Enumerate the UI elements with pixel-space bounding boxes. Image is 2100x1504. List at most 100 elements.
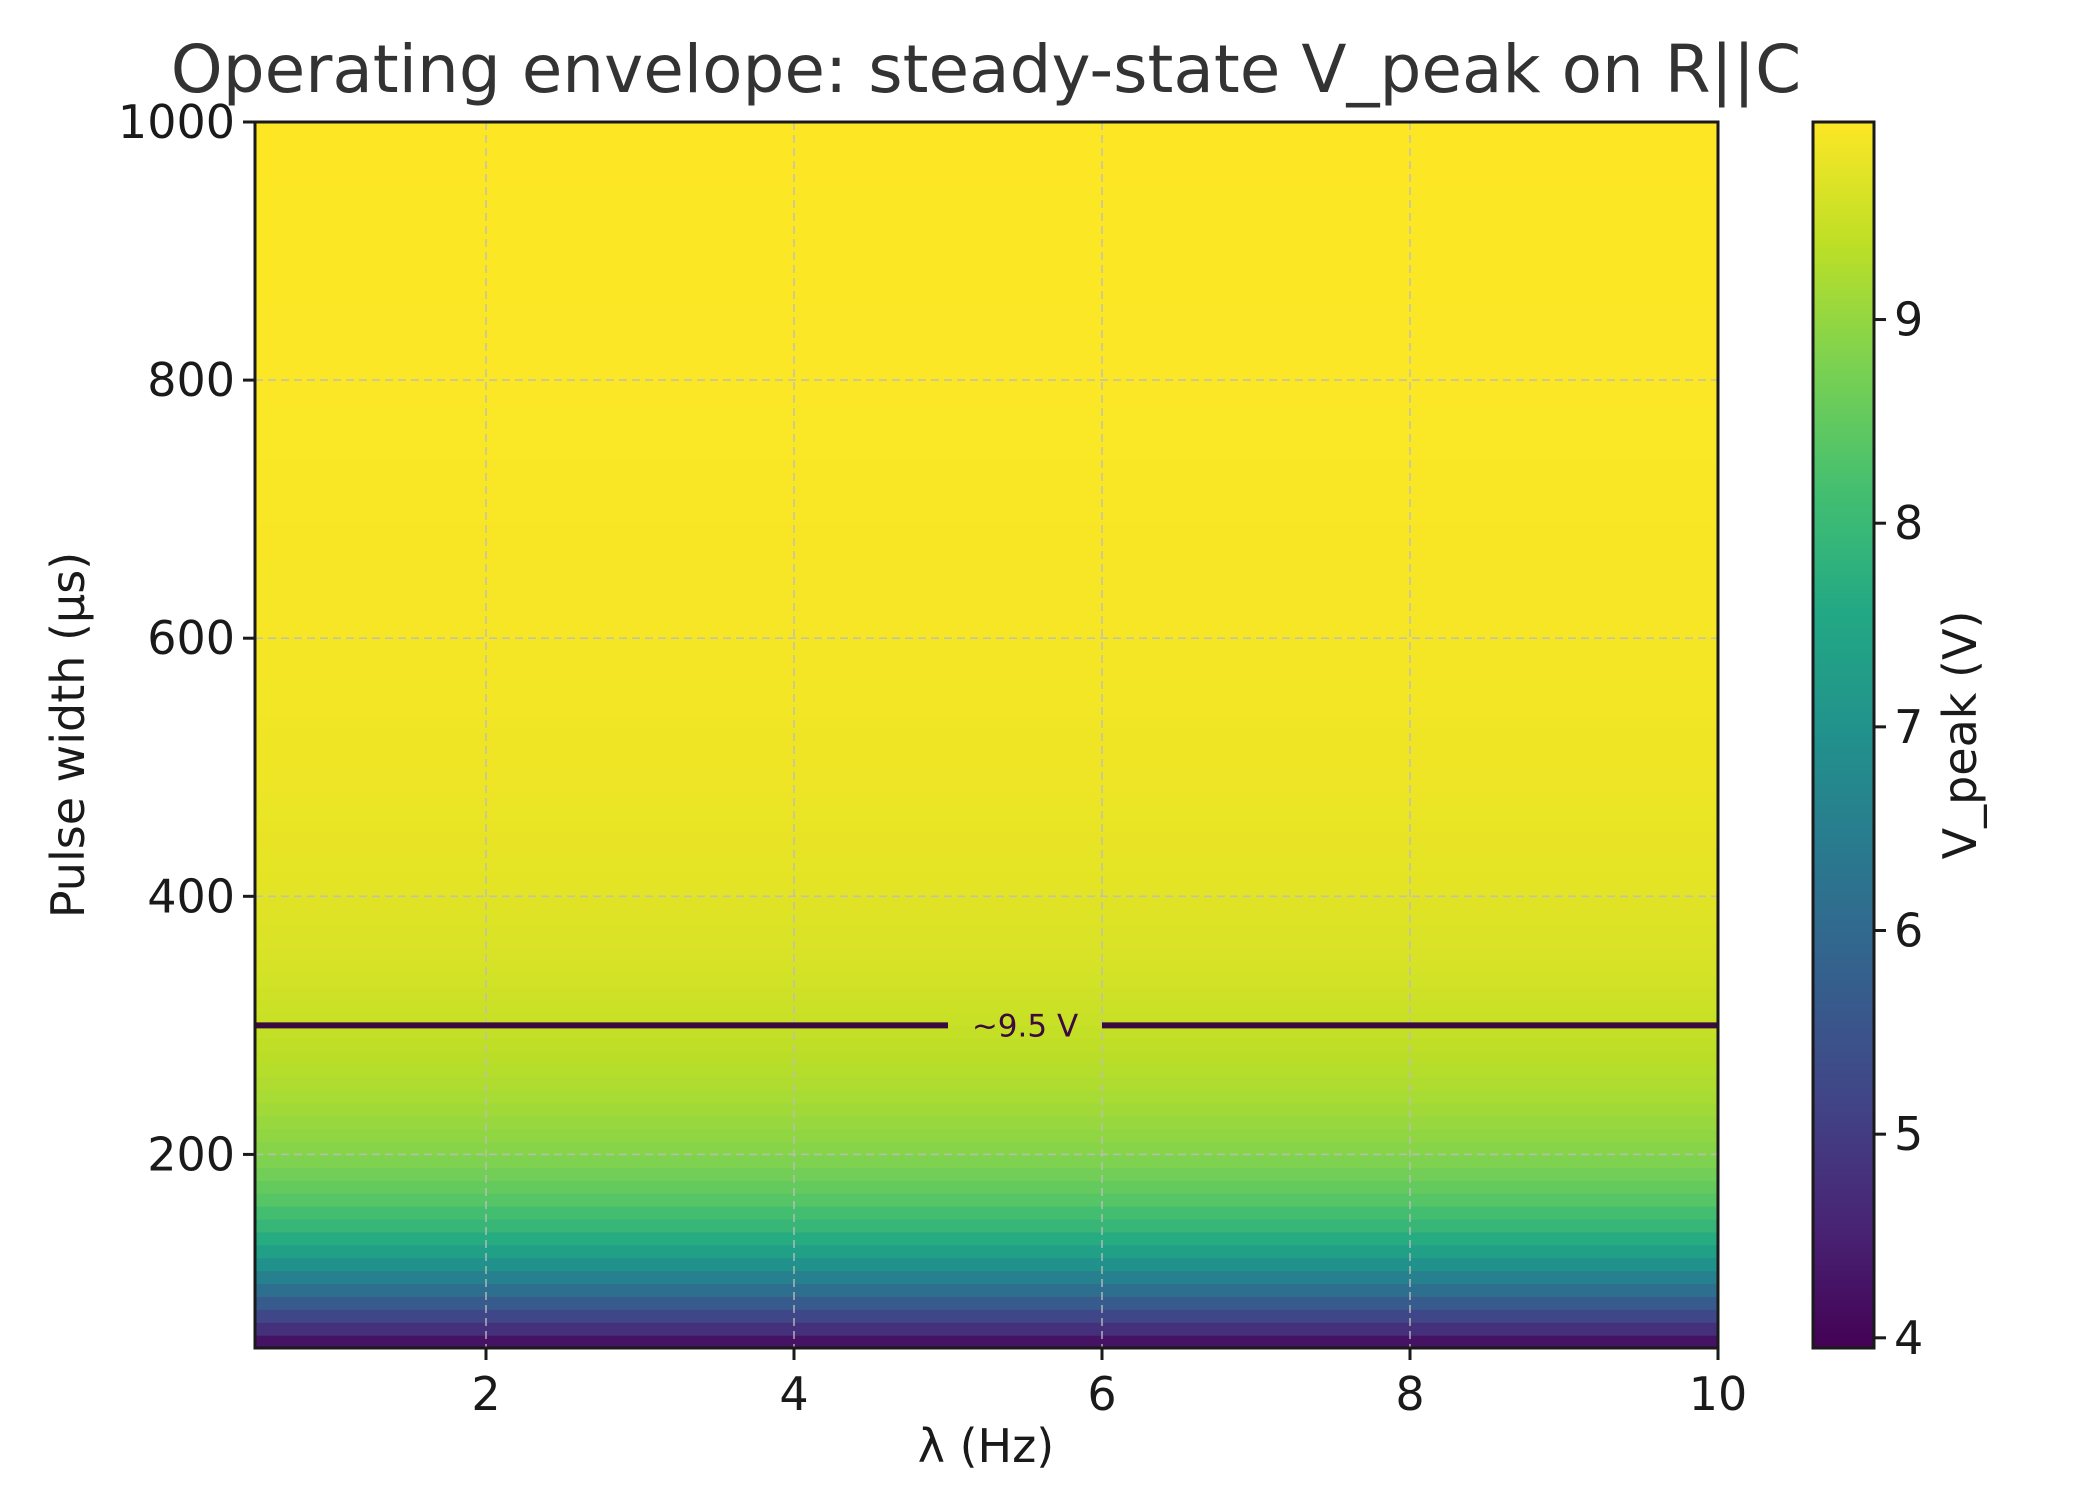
heatmap-band bbox=[255, 896, 1718, 910]
heatmap-band bbox=[255, 1089, 1718, 1104]
heatmap-band bbox=[255, 1180, 1718, 1194]
heatmap-band bbox=[255, 818, 1718, 833]
heatmap-band bbox=[255, 251, 1718, 265]
heatmap-band bbox=[255, 664, 1718, 678]
heatmap-band bbox=[255, 767, 1718, 781]
colorbar-frame bbox=[1811, 120, 1876, 1350]
heatmap-band bbox=[255, 1206, 1718, 1220]
heatmap-band bbox=[255, 238, 1718, 252]
heatmap-band bbox=[255, 134, 1718, 149]
heatmap-band bbox=[255, 935, 1718, 949]
heatmap-band bbox=[255, 780, 1718, 794]
heatmap-band bbox=[255, 1102, 1718, 1117]
heatmap-band bbox=[255, 831, 1718, 846]
heatmap-band bbox=[255, 573, 1718, 588]
x-tick-label: 4 bbox=[779, 1367, 808, 1421]
colorbar-ticks: 4 5 6 7 8 9 bbox=[1874, 293, 1923, 1365]
heatmap-band bbox=[255, 1309, 1718, 1323]
colorbar-tick-label: 6 bbox=[1894, 904, 1923, 958]
heatmap-band bbox=[255, 1064, 1718, 1078]
heatmap-band bbox=[255, 1296, 1718, 1310]
heatmap-band bbox=[255, 393, 1718, 407]
heatmap-band bbox=[255, 444, 1718, 459]
y-axis-label: Pulse width (µs) bbox=[41, 552, 95, 918]
heatmap-band bbox=[255, 922, 1718, 936]
heatmap-band bbox=[255, 651, 1718, 665]
heatmap-band bbox=[255, 1076, 1718, 1091]
x-tick-label: 6 bbox=[1087, 1367, 1116, 1421]
heatmap-band bbox=[255, 1270, 1718, 1285]
heatmap-band bbox=[255, 289, 1718, 304]
heatmap-band bbox=[255, 793, 1718, 807]
colorbar-tick-label: 9 bbox=[1894, 293, 1923, 347]
heatmap-band bbox=[255, 1193, 1718, 1207]
heatmap-band bbox=[255, 560, 1718, 575]
y-tick-label: 800 bbox=[147, 353, 235, 407]
heatmap-band bbox=[255, 870, 1718, 885]
heatmap-band bbox=[255, 947, 1718, 962]
heatmap-band bbox=[255, 857, 1718, 872]
heatmap-band bbox=[255, 1115, 1718, 1130]
heatmap-band bbox=[255, 1167, 1718, 1181]
heatmap-band bbox=[255, 715, 1718, 730]
contour-label: ~9.5 V bbox=[972, 1008, 1078, 1044]
x-axis-label: λ (Hz) bbox=[918, 1419, 1054, 1473]
heatmap-band bbox=[255, 1218, 1718, 1233]
heatmap-band bbox=[255, 147, 1718, 162]
colorbar bbox=[1813, 122, 1874, 1348]
heatmap-band bbox=[255, 1231, 1718, 1246]
heatmap-band bbox=[255, 263, 1718, 278]
colorbar-label: V_peak (V) bbox=[1933, 611, 1987, 860]
heatmap-band bbox=[255, 328, 1718, 342]
heatmap-band bbox=[255, 276, 1718, 291]
x-axis-ticks: 2 4 6 8 10 bbox=[471, 1348, 1747, 1421]
heatmap-band bbox=[255, 470, 1718, 484]
heatmap-band bbox=[255, 728, 1718, 743]
heatmap-field bbox=[255, 122, 1718, 1348]
heatmap-band bbox=[255, 1141, 1718, 1156]
heatmap-band bbox=[255, 741, 1718, 755]
heatmap-band bbox=[255, 1128, 1718, 1143]
heatmap-band bbox=[255, 380, 1718, 394]
heatmap-band bbox=[255, 302, 1718, 317]
heatmap-band bbox=[255, 986, 1718, 1001]
heatmap-band bbox=[255, 483, 1718, 497]
heatmap-band bbox=[255, 212, 1718, 226]
contour-layer: ~9.5 V bbox=[255, 1008, 1718, 1044]
heatmap-band bbox=[255, 122, 1718, 136]
heatmap-band bbox=[255, 973, 1718, 988]
y-tick-label: 200 bbox=[147, 1127, 235, 1181]
y-tick-label: 1000 bbox=[118, 95, 235, 149]
x-tick-label: 8 bbox=[1395, 1367, 1424, 1421]
chart-title: Operating envelope: steady-state V_peak … bbox=[171, 31, 1801, 108]
heatmap-band bbox=[255, 522, 1718, 536]
heatmap-band bbox=[255, 225, 1718, 239]
heatmap-band bbox=[255, 354, 1718, 368]
x-tick-label: 2 bbox=[471, 1367, 500, 1421]
colorbar-tick-label: 7 bbox=[1894, 700, 1923, 754]
colorbar-tick-label: 5 bbox=[1894, 1107, 1923, 1161]
heatmap-band bbox=[255, 1283, 1718, 1297]
heatmap-band bbox=[255, 509, 1718, 523]
heatmap-band bbox=[255, 341, 1718, 355]
plot-frame bbox=[253, 120, 1720, 1350]
heatmap-band bbox=[255, 586, 1718, 601]
heatmap-band bbox=[255, 1322, 1718, 1336]
heatmap-band bbox=[255, 1051, 1718, 1065]
heatmap-band bbox=[255, 999, 1718, 1014]
heatmap-band bbox=[255, 599, 1718, 613]
y-tick-label: 400 bbox=[147, 869, 235, 923]
colorbar-tick-label: 4 bbox=[1894, 1311, 1923, 1365]
heatmap-band bbox=[255, 1257, 1718, 1272]
heatmap-band bbox=[255, 405, 1718, 420]
heatmap-band bbox=[255, 367, 1718, 381]
heatmap-band bbox=[255, 315, 1718, 330]
heatmap-band bbox=[255, 960, 1718, 975]
heatmap-band bbox=[255, 186, 1718, 201]
heatmap-band bbox=[255, 1154, 1718, 1168]
heatmap-band bbox=[255, 547, 1718, 562]
heatmap-band bbox=[255, 883, 1718, 897]
heatmap-band bbox=[255, 754, 1718, 768]
heatmap-band bbox=[255, 534, 1718, 549]
